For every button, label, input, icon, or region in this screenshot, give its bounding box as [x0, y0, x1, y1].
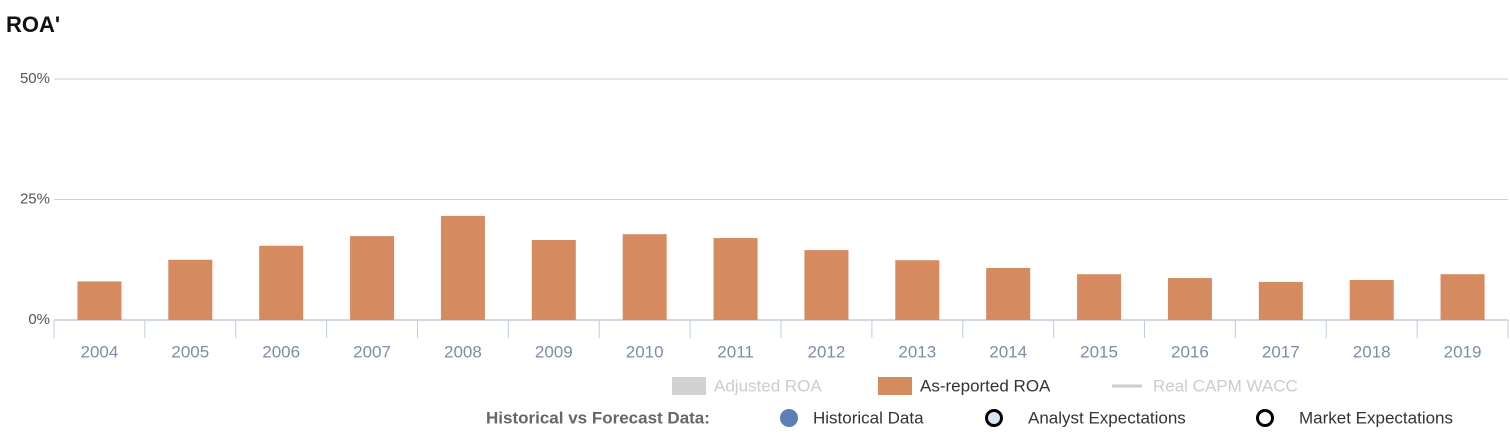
- x-tick-label: 2016: [1171, 342, 1209, 361]
- x-tick-label: 2007: [353, 342, 391, 361]
- bar: [713, 238, 758, 320]
- x-tick-label: 2010: [626, 342, 664, 361]
- x-tick-label: 2014: [989, 342, 1027, 361]
- legend-label: Real CAPM WACC: [1153, 376, 1298, 395]
- legend-label: Adjusted ROA: [714, 376, 822, 395]
- x-tick-label: 2015: [1080, 342, 1118, 361]
- legend-label: Analyst Expectations: [1028, 408, 1186, 427]
- y-tick-label: 50%: [20, 70, 50, 87]
- legend-label: Historical Data: [813, 408, 924, 427]
- legend-swatch: [878, 377, 912, 395]
- legend-label: Market Expectations: [1299, 408, 1453, 427]
- x-tick-label: 2005: [171, 342, 209, 361]
- x-tick-label: 2006: [262, 342, 300, 361]
- bar: [1077, 274, 1122, 320]
- x-tick-label: 2004: [81, 342, 119, 361]
- bar: [1258, 281, 1303, 320]
- x-tick-label: 2013: [898, 342, 936, 361]
- bar: [1167, 278, 1212, 320]
- bar: [804, 250, 849, 320]
- y-tick-label: 25%: [20, 190, 50, 207]
- bar: [895, 260, 940, 320]
- bar: [259, 245, 304, 320]
- bar: [168, 259, 213, 320]
- data-legend-title: Historical vs Forecast Data:: [486, 408, 710, 427]
- bar: [1440, 274, 1485, 320]
- x-tick-label: 2009: [535, 342, 573, 361]
- bar: [440, 215, 485, 320]
- x-tick-label: 2011: [717, 342, 754, 361]
- x-tick-label: 2008: [444, 342, 482, 361]
- bar: [986, 267, 1031, 320]
- legend-swatch: [672, 377, 706, 395]
- legend-label: As-reported ROA: [920, 376, 1051, 395]
- chart-title: ROA': [6, 12, 60, 37]
- bar: [350, 236, 395, 320]
- x-tick-label: 2018: [1353, 342, 1391, 361]
- bar: [1349, 279, 1394, 320]
- legend-dot: [985, 409, 1003, 427]
- y-tick-label: 0%: [28, 311, 50, 328]
- x-tick-label: 2017: [1262, 342, 1300, 361]
- bar: [77, 281, 122, 320]
- bar: [531, 239, 576, 320]
- x-tick-label: 2012: [808, 342, 846, 361]
- x-tick-label: 2019: [1444, 342, 1482, 361]
- legend-dot: [1256, 409, 1274, 427]
- bar: [622, 234, 667, 320]
- legend-dot: [780, 409, 798, 427]
